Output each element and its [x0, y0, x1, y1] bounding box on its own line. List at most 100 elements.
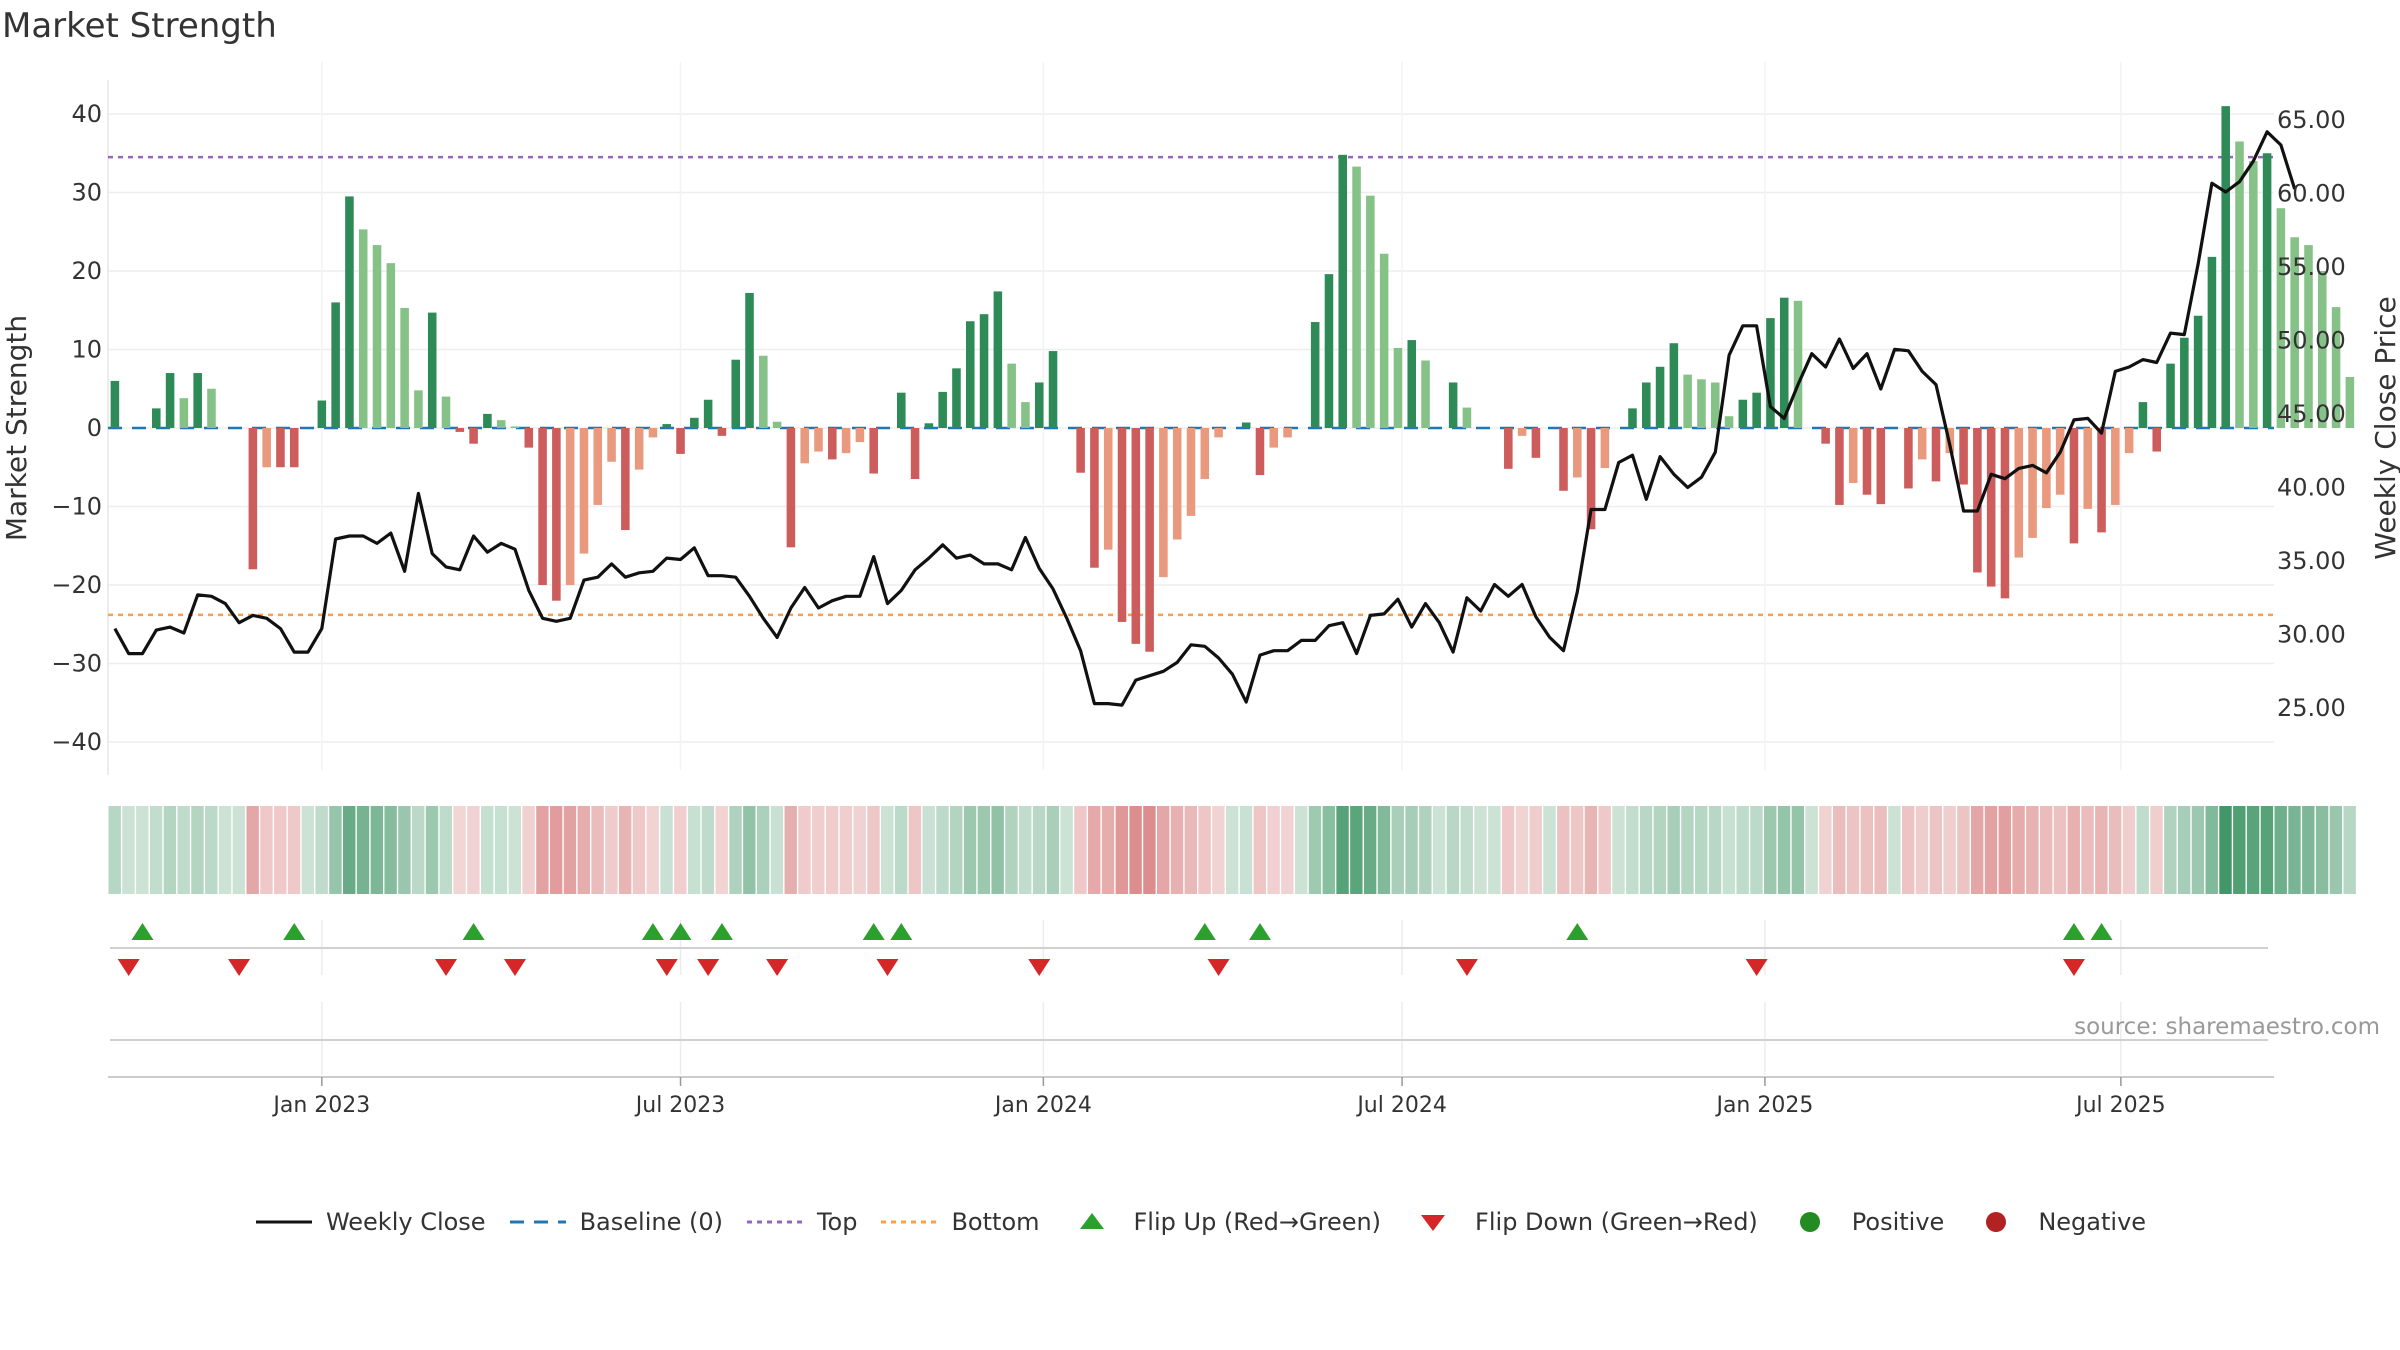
strength-bar: [2138, 402, 2148, 428]
heat-cell: [1143, 806, 1156, 894]
flip-down-marker: [655, 959, 678, 976]
heat-cell: [2095, 806, 2108, 894]
strength-bar: [1007, 363, 1016, 428]
heat-cell: [2039, 806, 2053, 894]
legend-item-negative: Negative: [1966, 1208, 2146, 1236]
heat-cell: [646, 806, 659, 894]
negative-swatch: [1986, 1212, 2007, 1232]
heat-cell: [936, 806, 949, 894]
strength-bar: [1628, 408, 1637, 428]
strength-bar: [193, 373, 202, 428]
flip-down-marker: [503, 959, 526, 976]
heat-cell: [756, 806, 770, 894]
heat-cell: [343, 806, 356, 894]
strength-bar: [2055, 428, 2065, 495]
x-tick-label: Jan 2025: [1714, 1093, 1813, 1118]
heat-cell: [1943, 806, 1956, 894]
heat-cell: [1557, 806, 1570, 894]
strength-heat-strip: [108, 806, 2356, 894]
heat-cell: [729, 806, 742, 894]
heat-cell: [908, 806, 922, 894]
strength-bar: [427, 312, 437, 428]
heat-cell: [1515, 806, 1529, 894]
strength-bar: [1366, 195, 1375, 428]
flip-down-marker: [1745, 959, 1768, 976]
strength-bar: [2193, 315, 2203, 428]
heat-cell: [522, 806, 535, 894]
flip-up-marker: [862, 923, 885, 940]
strength-bar: [648, 428, 658, 438]
heat-cell: [2081, 806, 2094, 894]
heat-cell: [605, 806, 618, 894]
strength-bar: [1600, 428, 1610, 469]
y-axis-right: 65.00 60.00 55.00 50.00 45.00 40.00 35.00 30.00…: [2277, 106, 2400, 722]
strength-bar: [386, 263, 396, 428]
heat-cell: [508, 806, 521, 894]
strength-bar: [1159, 428, 1168, 578]
strength-bar: [1379, 253, 1389, 428]
flip-down-marker: [228, 959, 251, 976]
heat-cell: [784, 806, 797, 894]
strength-bar: [1655, 366, 1665, 428]
heat-cell: [1570, 806, 1584, 894]
heat-cell: [1046, 806, 1060, 894]
heat-cell: [2274, 806, 2287, 894]
flip-down-marker: [435, 959, 458, 976]
strength-bar: [1076, 428, 1085, 473]
strength-bar: [1752, 392, 1761, 428]
heat-cell: [1915, 806, 1929, 894]
heat-cell: [1225, 806, 1239, 894]
heat-cell: [136, 806, 149, 894]
heat-cell: [1653, 806, 1667, 894]
heat-cell: [1874, 806, 1887, 894]
legend-label: Top: [816, 1208, 858, 1236]
heat-cell: [991, 806, 1004, 894]
strength-bar: [786, 428, 796, 548]
strength-bar: [690, 417, 699, 428]
strength-bar: [579, 428, 589, 554]
heat-cell: [2122, 806, 2136, 894]
heat-cell: [674, 806, 687, 894]
legend-label: Flip Down (Green→Red): [1475, 1208, 1758, 1236]
strength-bar: [1973, 428, 1982, 573]
heat-cell: [2246, 806, 2260, 894]
strength-bar: [952, 368, 961, 428]
flip-down-marker: [1028, 959, 1051, 976]
strength-bar: [1103, 428, 1113, 550]
strength-bar: [2042, 428, 2051, 509]
heat-cell: [1101, 806, 1115, 894]
flip-up-marker: [1566, 923, 1589, 940]
strength-bar: [1241, 422, 1251, 428]
heat-cell: [1598, 806, 1611, 894]
heat-cell: [2233, 806, 2246, 894]
heat-cell: [1405, 806, 1418, 894]
heat-cell: [2205, 806, 2218, 894]
flip-down-marker: [697, 959, 720, 976]
x-axis: Jan 2023 Jul 2023 Jan 2024 Jul 2024 Jan 2025…: [108, 1076, 2274, 1118]
flip-up-marker: [2090, 923, 2113, 940]
heat-cell: [2315, 806, 2329, 894]
heat-cell: [1846, 806, 1860, 894]
strength-bar: [1766, 318, 1775, 428]
heat-cell: [1777, 806, 1791, 894]
flip-up-marker: [131, 923, 154, 940]
legend-label: Weekly Close: [325, 1208, 486, 1236]
heat-cell: [1363, 806, 1377, 894]
strength-bar: [400, 307, 409, 428]
heat-cell: [1129, 806, 1142, 894]
strength-bar: [1352, 166, 1361, 428]
heat-cell: [1322, 806, 1335, 894]
strength-bar: [179, 398, 189, 428]
strength-bar: [276, 428, 285, 468]
heat-cell: [867, 806, 880, 894]
y-tick-label: −40: [51, 728, 102, 756]
heat-cell: [1060, 806, 1073, 894]
heat-cell: [563, 806, 577, 894]
y-tick-label: −30: [51, 650, 102, 678]
heat-cell: [1198, 806, 1211, 894]
heat-cell: [1860, 806, 1874, 894]
baseline-swatch: [509, 1220, 566, 1224]
heat-cell: [1529, 806, 1542, 894]
strength-bar: [483, 413, 492, 428]
heat-cell: [1750, 806, 1763, 894]
